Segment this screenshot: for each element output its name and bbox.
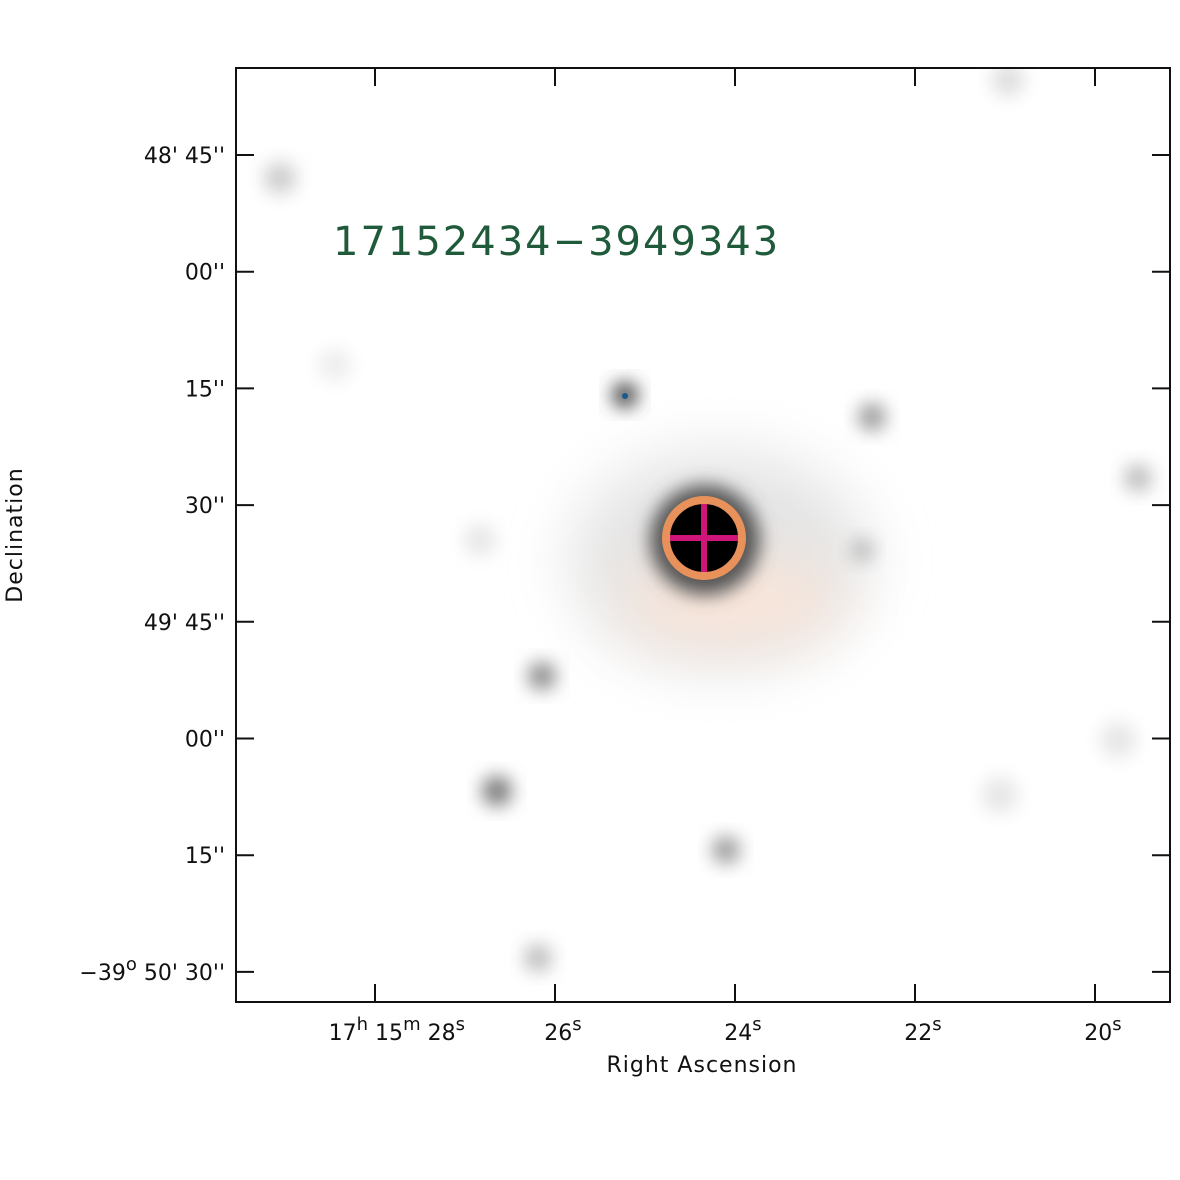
x-axis-label: Right Ascension [607,1053,798,1078]
tick-text: 15'' [185,377,225,402]
tick-text: 26 [544,1021,572,1046]
tick-superscript: m [403,1014,421,1035]
tick-superscript: s [456,1014,465,1035]
tick-label: 48' 45'' [144,144,225,169]
tick-text: 00'' [185,728,225,753]
tick-text: 15'' [185,844,225,869]
tick-text: 20 [1084,1021,1112,1046]
y-axis-label: Declination [3,467,28,602]
source-title: 17152434−3949343 [333,219,780,265]
tick-text: 00'' [185,261,225,286]
tick-superscript: o [126,954,137,975]
source-marker [662,496,746,580]
tick-text: 48' 45'' [144,144,225,169]
tick-label: 00'' [185,728,225,753]
tick-label: 26s [544,1014,581,1046]
tick-superscript: h [357,1014,368,1035]
tick-label: −39o 50' 30'' [79,954,225,986]
tick-superscript: s [752,1014,761,1035]
frame [235,67,1171,1003]
tick-label: 49' 45'' [144,611,225,636]
tick-superscript: s [1112,1014,1121,1035]
tick-text: 49' 45'' [144,611,225,636]
tick-text: 50' 30'' [137,961,225,986]
tick-label: 20s [1084,1014,1121,1046]
tick-superscript: s [572,1014,581,1035]
tick-text: 17 [329,1021,357,1046]
tick-label: 15'' [185,377,225,402]
tick-label: 00'' [185,261,225,286]
tick-label: 17h 15m 28s [329,1014,465,1046]
tick-label: 22s [904,1014,941,1046]
tick-text: −39 [79,961,125,986]
tick-label: 30'' [185,494,225,519]
tick-text: 22 [904,1021,932,1046]
tick-label: 15'' [185,844,225,869]
tick-text: 30'' [185,494,225,519]
tick-text: 28 [421,1021,456,1046]
tick-superscript: s [932,1014,941,1035]
tick-text: 24 [724,1021,752,1046]
tick-label: 24s [724,1014,761,1046]
tick-text: 15 [368,1021,403,1046]
